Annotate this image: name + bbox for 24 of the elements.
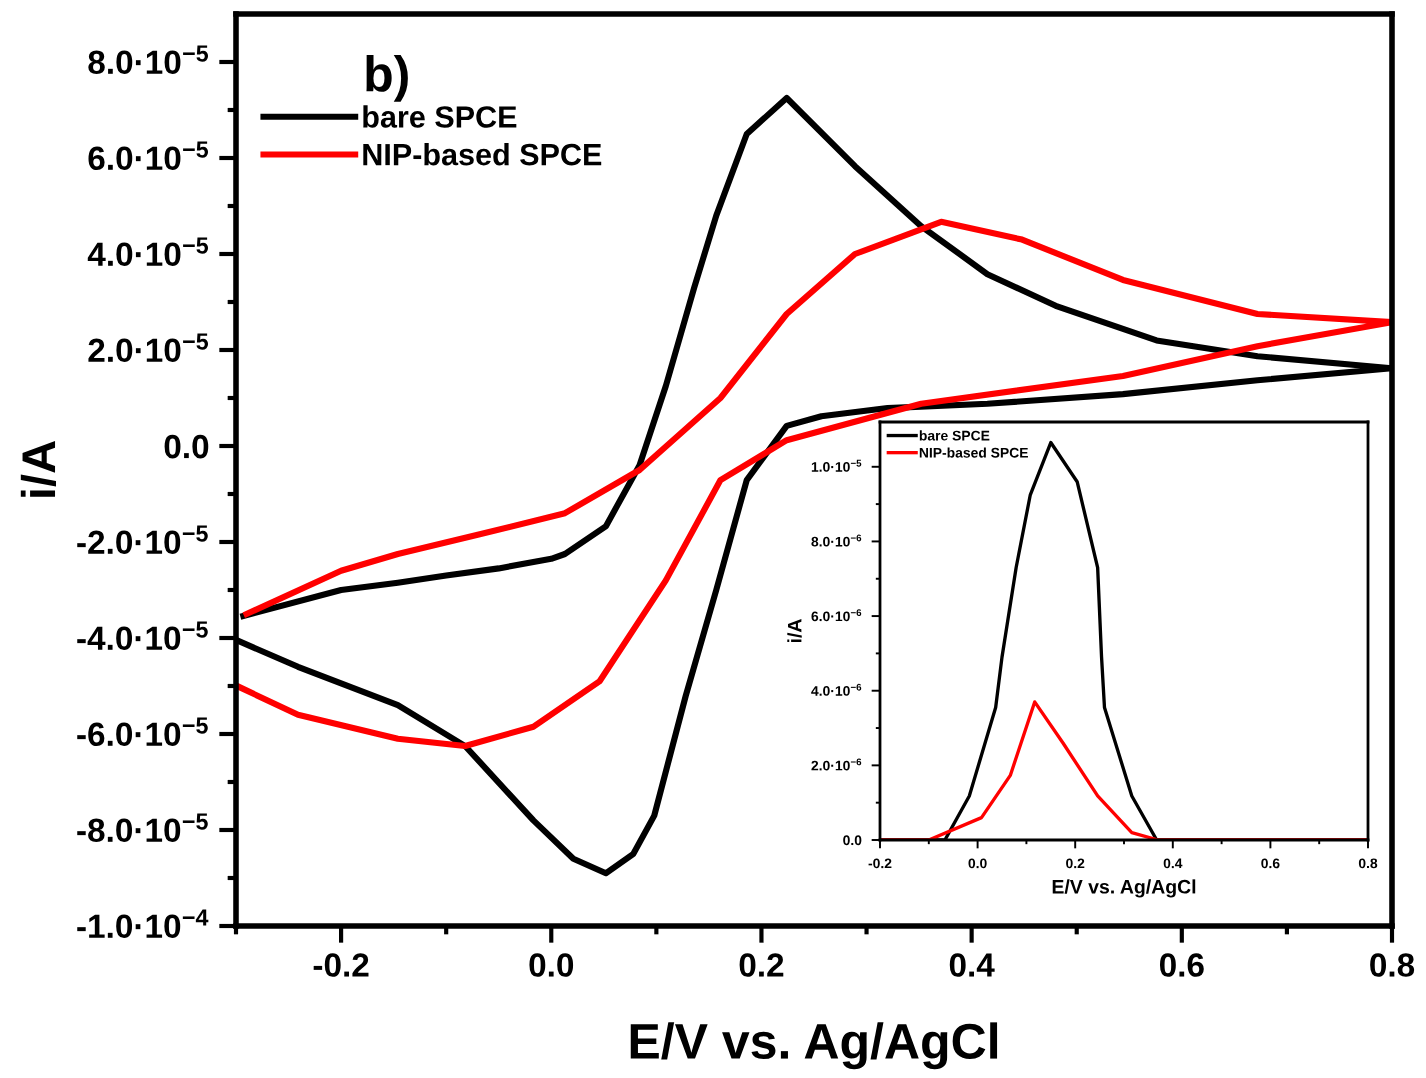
line-series bbox=[236, 218, 1392, 750]
x-tick-label: 0.4 bbox=[949, 953, 995, 977]
y-axis-title: i/A bbox=[20, 441, 56, 497]
y-tick-label: 6.0·10$^{−5}$ bbox=[88, 141, 209, 171]
y-tick-label: 0.0 bbox=[164, 434, 209, 459]
x-tick-label: 0.2 bbox=[739, 953, 784, 977]
y-tick-label: 4.0·10$^{−5}$ bbox=[87, 237, 209, 267]
x-tick-label: -0.2 bbox=[313, 953, 369, 977]
x-tick-label: 0.8 bbox=[1370, 953, 1415, 977]
y-tick-label: -6.0·10$^{−5}$ bbox=[77, 717, 208, 747]
y-axis-title: i/A bbox=[787, 619, 802, 643]
x-axis-title: E/V vs. Ag/AgCl bbox=[1052, 879, 1196, 898]
y-tick-label: -8.0·10$^{−5}$ bbox=[77, 813, 208, 843]
y-tick-label: 2.0·10$^{−5}$ bbox=[88, 333, 209, 363]
x-tick-label: 0.0 bbox=[529, 953, 574, 977]
legend-label: NIP-based SPCE bbox=[363, 142, 602, 166]
x-tick-label: 0.6 bbox=[1159, 953, 1204, 977]
x-axis-title: E/V vs. Ag/AgCl bbox=[630, 1022, 998, 1070]
y-tick-label: -2.0·10$^{−5}$ bbox=[77, 525, 208, 555]
y-tick-label: -4.0·10$^{−5}$ bbox=[77, 621, 208, 651]
y-tick-label: 8.0·10$^{−5}$ bbox=[88, 45, 209, 75]
y-tick-label: -1.0·10$^{−4}$ bbox=[77, 909, 209, 939]
annotation: b) bbox=[366, 55, 408, 102]
legend-label: bare SPCE bbox=[363, 105, 517, 128]
